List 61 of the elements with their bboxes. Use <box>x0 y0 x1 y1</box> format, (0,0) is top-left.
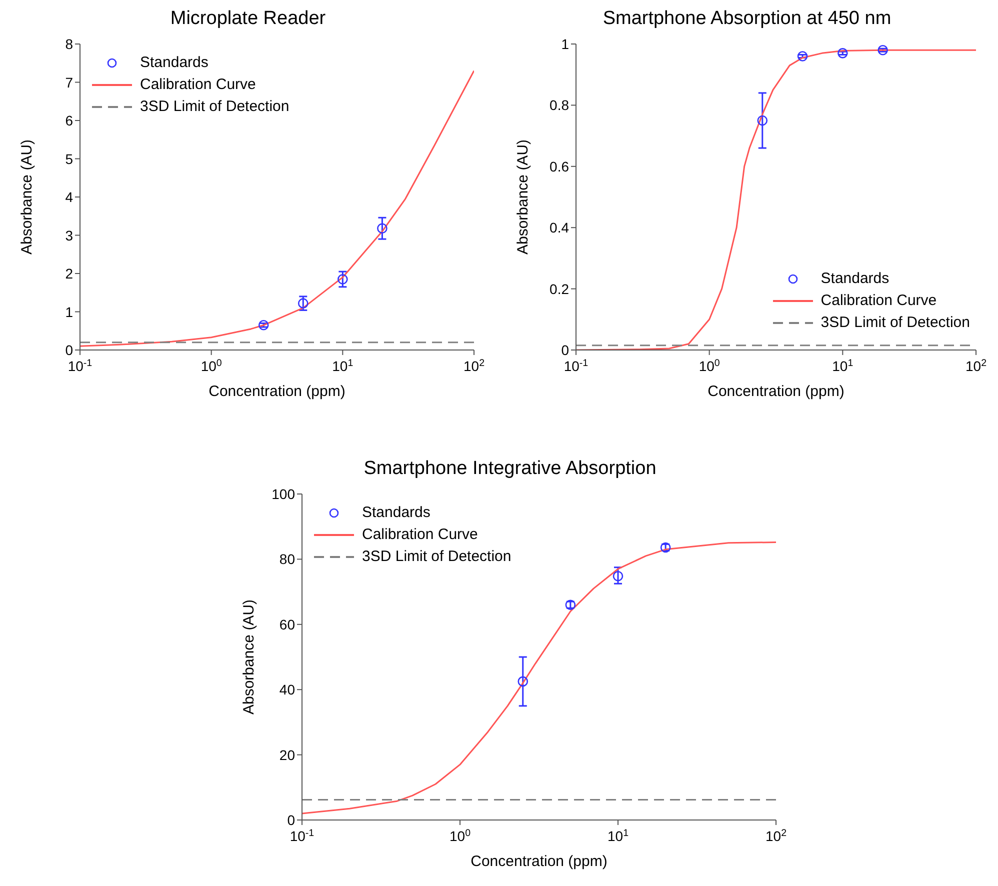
legend-label: Calibration Curve <box>140 76 256 93</box>
chart-title: Smartphone Integrative Absorption <box>362 458 658 481</box>
y-tick-label: 3 <box>65 227 74 244</box>
y-tick-label: 0 <box>65 342 74 358</box>
x-tick-label: 10$^{1}$ <box>607 828 629 844</box>
point <box>298 298 308 308</box>
y-tick-label: 0.8 <box>550 97 570 114</box>
y-axis-title: Absorbance (AU) <box>514 139 532 255</box>
y-tick-label: 20 <box>279 746 296 763</box>
y-tick-label: 0.2 <box>550 280 570 297</box>
x-tick-label: 10$^{1}$ <box>832 358 854 374</box>
x-tick-label: 10$^{2}$ <box>965 358 987 374</box>
y-tick-label: 0 <box>287 812 296 828</box>
chart-title: Smartphone Absorption at 450 nm <box>602 8 892 31</box>
x-tick-label: 10$^{2}$ <box>463 358 485 374</box>
legend-label: 3SD Limit of Detection <box>362 548 512 565</box>
x-tick-label: 10$^{0}$ <box>698 358 720 374</box>
x-axis-title: Concentration (ppm) <box>708 383 844 400</box>
y-tick-label: 1 <box>65 304 74 320</box>
legend-label: Calibration Curve <box>820 292 937 309</box>
y-tick-label: 0.6 <box>550 158 570 174</box>
y-tick-label: 80 <box>279 551 296 568</box>
point <box>377 223 388 234</box>
legend-label: Standards <box>140 54 208 71</box>
point <box>838 48 848 58</box>
legend-label: 3SD Limit of Detection <box>820 314 970 331</box>
x-tick-label: 10$^{1}$ <box>332 358 354 374</box>
legend-label: Standards <box>820 270 890 287</box>
x-tick-label: 10$^{2}$ <box>765 828 787 844</box>
point <box>797 51 808 62</box>
y-tick-label: 40 <box>279 682 296 698</box>
point <box>338 274 348 284</box>
y-axis-title: Absorbance (AU) <box>18 139 36 255</box>
x-tick-label: 10$^{0}$ <box>449 828 472 844</box>
y-tick-label: 1 <box>561 36 570 52</box>
chart-title: Microplate Reader <box>169 8 327 31</box>
x-axis-title: Concentration (ppm) <box>470 853 608 870</box>
y-tick-label: 0.4 <box>550 220 570 236</box>
x-axis-title: Concentration (ppm) <box>208 383 346 400</box>
point <box>878 44 888 56</box>
point <box>258 320 269 330</box>
legend-label: Calibration Curve <box>362 526 478 543</box>
y-tick-label: 5 <box>65 150 74 167</box>
y-tick-label: 7 <box>65 74 74 90</box>
y-tick-label: 100 <box>272 486 296 502</box>
y-tick-label: 4 <box>65 189 74 205</box>
y-tick-label: 8 <box>65 36 74 52</box>
legend-label: 3SD Limit of Detection <box>140 98 290 115</box>
y-tick-label: 2 <box>65 266 74 282</box>
y-tick-label: 60 <box>279 616 296 632</box>
y-tick-label: 0 <box>561 342 570 358</box>
x-tick-label: 10$^{-1}$ <box>564 358 588 374</box>
point <box>757 115 768 126</box>
y-axis-title: Absorbance (AU) <box>240 599 258 715</box>
legend-label: Standards <box>362 504 430 521</box>
x-tick-label: 10$^{0}$ <box>200 358 222 374</box>
point <box>612 571 624 582</box>
y-tick-label: 6 <box>65 112 74 128</box>
point <box>518 676 528 687</box>
x-tick-label: 10$^{-1}$ <box>68 358 92 374</box>
x-tick-label: 10$^{-1}$ <box>290 828 314 844</box>
